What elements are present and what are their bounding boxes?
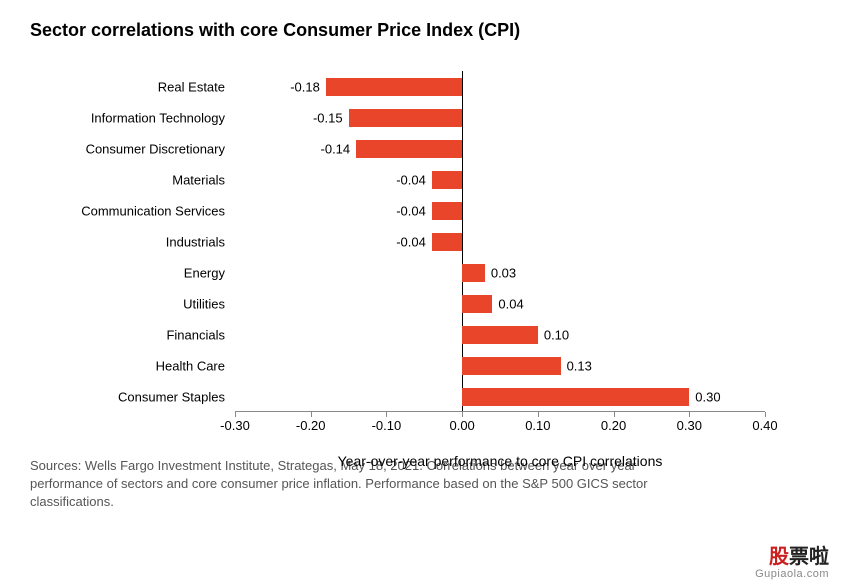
chart-area: Real Estate-0.18Information Technology-0… (235, 71, 765, 451)
x-tick-label: -0.20 (296, 418, 326, 433)
chart-row: Real Estate-0.18 (235, 71, 765, 102)
bar (462, 264, 485, 282)
category-label: Utilities (183, 296, 225, 311)
x-axis-title: Year-over-year performance to core CPI c… (235, 453, 765, 469)
bar (326, 78, 462, 96)
x-tick (614, 412, 615, 417)
bar (349, 109, 463, 127)
bar (462, 357, 560, 375)
category-label: Health Care (156, 358, 225, 373)
value-label: -0.04 (396, 172, 426, 187)
value-label: 0.13 (567, 358, 592, 373)
bar (462, 326, 538, 344)
category-label: Consumer Discretionary (86, 141, 225, 156)
value-label: 0.10 (544, 327, 569, 342)
bar (432, 171, 462, 189)
category-label: Communication Services (81, 203, 225, 218)
x-tick (235, 412, 236, 417)
chart-plot: Real Estate-0.18Information Technology-0… (235, 71, 765, 411)
chart-row: Materials-0.04 (235, 164, 765, 195)
x-tick-label: 0.30 (677, 418, 702, 433)
x-tick (311, 412, 312, 417)
value-label: -0.18 (290, 79, 320, 94)
watermark-url: Gupiaola.com (755, 568, 829, 580)
category-label: Consumer Staples (118, 389, 225, 404)
x-axis: -0.30-0.20-0.100.000.100.200.300.40 (235, 411, 765, 451)
chart-row: Consumer Staples0.30 (235, 381, 765, 412)
chart-row: Utilities0.04 (235, 288, 765, 319)
category-label: Real Estate (158, 79, 225, 94)
chart-row: Consumer Discretionary-0.14 (235, 133, 765, 164)
x-tick-label: -0.30 (220, 418, 250, 433)
value-label: 0.04 (498, 296, 523, 311)
chart-row: Communication Services-0.04 (235, 195, 765, 226)
watermark-cn-red: 股 (769, 546, 789, 568)
x-tick-label: 0.20 (601, 418, 626, 433)
x-tick-label: 0.00 (449, 418, 474, 433)
chart-row: Energy0.03 (235, 257, 765, 288)
value-label: -0.04 (396, 203, 426, 218)
value-label: 0.30 (695, 389, 720, 404)
x-tick (689, 412, 690, 417)
chart-title: Sector correlations with core Consumer P… (30, 20, 811, 41)
category-label: Information Technology (91, 110, 225, 125)
watermark-cn-rest: 票啦 (789, 546, 829, 568)
watermark: 股票啦 Gupiaola.com (755, 546, 829, 580)
value-label: -0.15 (313, 110, 343, 125)
category-label: Industrials (166, 234, 225, 249)
bar (462, 295, 492, 313)
category-label: Energy (184, 265, 225, 280)
value-label: -0.04 (396, 234, 426, 249)
category-label: Materials (172, 172, 225, 187)
x-tick (538, 412, 539, 417)
chart-row: Health Care0.13 (235, 350, 765, 381)
bar (356, 140, 462, 158)
value-label: -0.14 (321, 141, 351, 156)
category-label: Financials (166, 327, 225, 342)
bar (432, 233, 462, 251)
x-tick-label: 0.10 (525, 418, 550, 433)
x-tick-label: 0.40 (752, 418, 777, 433)
bar (462, 388, 689, 406)
x-tick (765, 412, 766, 417)
x-tick-label: -0.10 (372, 418, 402, 433)
x-tick (386, 412, 387, 417)
chart-row: Financials0.10 (235, 319, 765, 350)
value-label: 0.03 (491, 265, 516, 280)
bar (432, 202, 462, 220)
chart-row: Industrials-0.04 (235, 226, 765, 257)
chart-row: Information Technology-0.15 (235, 102, 765, 133)
x-tick (462, 412, 463, 417)
